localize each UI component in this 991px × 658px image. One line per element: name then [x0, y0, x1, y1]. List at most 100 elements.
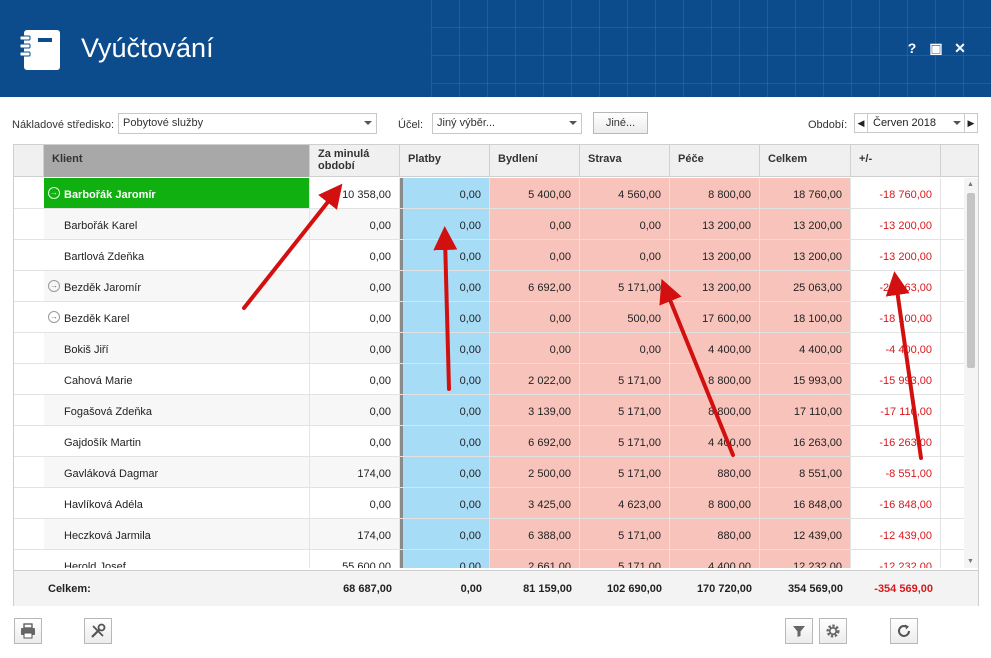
period-picker[interactable]: ◀ Červen 2018 ▶: [854, 113, 978, 133]
food-cell-text: 5 171,00: [618, 468, 661, 480]
client-name-cell[interactable]: Barbořák Jaromír →: [44, 178, 310, 208]
expand-arrow-icon[interactable]: →: [48, 280, 60, 292]
column-header-previous[interactable]: Za minulá období: [310, 145, 400, 177]
scroll-down-icon[interactable]: ▼: [967, 558, 974, 565]
client-name-cell-text: Fogašová Zdeňka: [64, 406, 153, 418]
column-header-payments[interactable]: Platby: [400, 145, 490, 177]
table-row[interactable]: Gajdošík Martin 0,00 0,00 6 692,00 5 171,00 4…: [14, 426, 964, 457]
vertical-scrollbar[interactable]: ▲ ▼: [964, 178, 978, 568]
housing-cell-text: 2 661,00: [528, 561, 571, 568]
client-name-cell[interactable]: Bokiš Jiří: [44, 333, 310, 363]
payments-cell: 0,00: [400, 178, 490, 208]
column-header-client[interactable]: Klient: [44, 145, 310, 177]
food-cell-text: 4 623,00: [618, 499, 661, 511]
cost-center-select[interactable]: Pobytové služby: [118, 113, 377, 134]
diff-cell-text: -4 400,00: [885, 344, 932, 356]
payments-cell-text: 0,00: [459, 344, 481, 356]
food-cell: 0,00: [580, 240, 670, 270]
table-row[interactable]: Bokiš Jiří 0,00 0,00 0,00 0,00 4 400,00 4 400,…: [14, 333, 964, 364]
client-name-cell-text: Herold Josef: [64, 561, 126, 568]
client-name-cell[interactable]: Barbořák Karel: [44, 209, 310, 239]
table-row[interactable]: Bartlová Zdeňka 0,00 0,00 0,00 0,00 13 200,00…: [14, 240, 964, 271]
client-name-cell[interactable]: Bartlová Zdeňka: [44, 240, 310, 270]
expand-arrow-icon[interactable]: →: [48, 311, 60, 323]
diff-cell: -12 232,00: [851, 550, 941, 568]
care-cell: 880,00: [670, 519, 760, 549]
column-header-food[interactable]: Strava: [580, 145, 670, 177]
housing-cell-text: 5 400,00: [528, 189, 571, 201]
care-cell: 880,00: [670, 457, 760, 487]
chevron-down-icon[interactable]: [953, 121, 961, 125]
client-name-cell[interactable]: Gajdošík Martin: [44, 426, 310, 456]
housing-cell: 2 661,00: [490, 550, 580, 568]
table-row[interactable]: Herold Josef 55 600,00 0,00 2 661,00 5 171,0…: [14, 550, 964, 568]
diff-cell-text: -13 200,00: [879, 220, 932, 232]
table-row[interactable]: Fogašová Zdeňka 0,00 0,00 3 139,00 5 171,00 8…: [14, 395, 964, 426]
client-name-cell[interactable]: Gavláková Dagmar: [44, 457, 310, 487]
column-header-housing[interactable]: Bydlení: [490, 145, 580, 177]
table-row[interactable]: Bezděk Karel → 0,00 0,00 0,00 500,00 17 600,00…: [14, 302, 964, 333]
client-name-cell[interactable]: Havlíková Adéla: [44, 488, 310, 518]
refresh-button[interactable]: [890, 618, 918, 644]
care-cell: 17 600,00: [670, 302, 760, 332]
other-button[interactable]: Jiné...: [593, 112, 648, 134]
table-row[interactable]: Cahová Marie 0,00 0,00 2 022,00 5 171,00 8 80…: [14, 364, 964, 395]
payments-cell: 0,00: [400, 488, 490, 518]
care-cell-text: 8 800,00: [708, 499, 751, 511]
housing-cell: 5 400,00: [490, 178, 580, 208]
table-row[interactable]: Heczková Jarmila 174,00 0,00 6 388,00 5 171,…: [14, 519, 964, 550]
settings-button[interactable]: [819, 618, 847, 644]
food-cell: 4 623,00: [580, 488, 670, 518]
care-cell-text: 17 600,00: [702, 313, 751, 325]
diff-cell: -4 400,00: [851, 333, 941, 363]
care-cell: 13 200,00: [670, 240, 760, 270]
housing-cell-text: 2 022,00: [528, 375, 571, 387]
diff-cell-text: -16 848,00: [879, 499, 932, 511]
total-cell-text: 13 200,00: [793, 251, 842, 263]
payments-cell: 0,00: [400, 395, 490, 425]
table-row[interactable]: Gavláková Dagmar 174,00 0,00 2 500,00 5 171,…: [14, 457, 964, 488]
total-cell: 18 760,00: [760, 178, 851, 208]
food-cell-text: 4 560,00: [618, 189, 661, 201]
column-header-total[interactable]: Celkem: [760, 145, 851, 177]
client-name-cell[interactable]: Herold Josef: [44, 550, 310, 568]
client-name-cell[interactable]: Bezděk Jaromír →: [44, 271, 310, 301]
diff-cell: -8 551,00: [851, 457, 941, 487]
food-cell-text: 0,00: [639, 220, 661, 232]
scroll-up-icon[interactable]: ▲: [967, 181, 974, 188]
client-name-cell[interactable]: Bezděk Karel →: [44, 302, 310, 332]
client-name-cell-text: Cahová Marie: [64, 375, 133, 387]
food-cell-text: 0,00: [639, 251, 661, 263]
housing-cell: 6 692,00: [490, 426, 580, 456]
total-cell: 17 110,00: [760, 395, 851, 425]
care-cell-text: 4 400,00: [708, 437, 751, 449]
client-name-cell[interactable]: Heczková Jarmila: [44, 519, 310, 549]
payments-cell-text: 0,00: [459, 530, 481, 542]
client-name-cell[interactable]: Fogašová Zdeňka: [44, 395, 310, 425]
table-row[interactable]: Havlíková Adéla 0,00 0,00 3 425,00 4 623,00 8…: [14, 488, 964, 519]
billing-grid: Klient Za minulá období Platby Bydlení S…: [13, 144, 979, 606]
expand-arrow-icon[interactable]: →: [48, 187, 60, 199]
care-cell-text: 8 800,00: [708, 189, 751, 201]
column-header-diff[interactable]: +/-: [851, 145, 941, 177]
close-button[interactable]: ✕: [954, 40, 966, 56]
period-next-button[interactable]: ▶: [964, 114, 977, 132]
table-row[interactable]: Bezděk Jaromír → 0,00 0,00 6 692,00 5 171,00 1…: [14, 271, 964, 302]
maximize-button[interactable]: ▣: [929, 40, 943, 56]
scroll-thumb[interactable]: [967, 193, 975, 368]
filter-button[interactable]: [785, 618, 813, 644]
total-cell-text: 4 400,00: [799, 344, 842, 356]
table-row[interactable]: Barbořák Jaromír → 10 358,00 0,00 5 400,00 4 …: [14, 178, 964, 209]
previous-cell-text: 10 358,00: [342, 189, 391, 201]
help-button[interactable]: ?: [907, 40, 917, 56]
care-cell: 13 200,00: [670, 209, 760, 239]
table-row[interactable]: Barbořák Karel 0,00 0,00 0,00 0,00 13 200,00 1…: [14, 209, 964, 240]
client-name-cell[interactable]: Cahová Marie: [44, 364, 310, 394]
column-header-care[interactable]: Péče: [670, 145, 760, 177]
print-button[interactable]: [14, 618, 42, 644]
food-cell-text: 5 171,00: [618, 530, 661, 542]
period-prev-button[interactable]: ◀: [855, 114, 868, 132]
tools-button[interactable]: [84, 618, 112, 644]
purpose-select[interactable]: Jiný výběr...: [432, 113, 582, 134]
previous-cell: 0,00: [310, 364, 400, 394]
